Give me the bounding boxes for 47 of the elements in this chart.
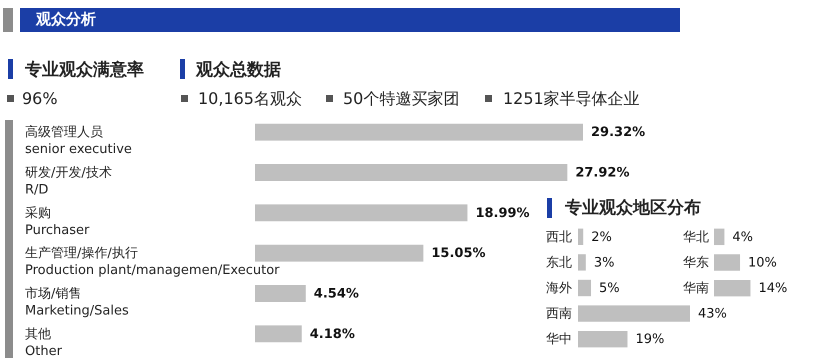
data-label: 29.32%	[591, 125, 646, 140]
data-label: 2%	[591, 230, 612, 245]
bar	[255, 244, 424, 262]
y-tick-label: 其他 Other	[25, 326, 63, 358]
y-tick-label: 生产管理/操作/执行 Production plant/managemen/Executor	[25, 246, 280, 278]
y-tick-label: 采购 Purchaser	[25, 206, 90, 238]
y-tick-label: 西北	[546, 230, 572, 245]
chart-title: 专业观众地区分布	[565, 197, 701, 219]
bar	[255, 124, 583, 141]
bar	[578, 331, 628, 348]
y-tick-label: 华中	[546, 332, 572, 348]
data-label: 5%	[599, 281, 620, 296]
text: 专业观众满意率	[25, 59, 144, 81]
y-tick-label: 高级管理人员 senior executive	[25, 124, 132, 158]
text: 96%	[22, 89, 58, 108]
text: 50个特邀买家团	[343, 89, 460, 110]
text: 10,165名观众	[198, 89, 302, 110]
data-label: 3%	[594, 255, 614, 270]
text: 观众分析	[36, 10, 96, 29]
y-tick-label: 海外	[546, 281, 572, 296]
data-label: 18.99%	[475, 206, 530, 221]
bar	[578, 228, 584, 245]
data-label: 10%	[748, 256, 777, 270]
text: 1251家半导体企业	[503, 89, 640, 110]
y-tick-label: 研发/开发/技术 R/D	[25, 166, 112, 198]
y-tick-label: 华南	[682, 281, 709, 296]
y-tick-label: 华东	[682, 256, 709, 270]
text: 观众总数据	[196, 59, 281, 81]
data-label: 43%	[698, 306, 727, 322]
y-tick-label: 东北	[546, 255, 572, 270]
bar	[255, 164, 568, 181]
data-label: 4%	[732, 230, 754, 245]
bar	[255, 285, 306, 302]
data-label: 14%	[758, 281, 788, 296]
data-label: 15.05%	[431, 246, 486, 262]
bar	[255, 325, 302, 342]
data-label: 4.18%	[310, 326, 355, 342]
y-tick-label: 华北	[682, 230, 709, 245]
bar	[578, 280, 592, 296]
bar	[578, 254, 586, 271]
data-label: 4.54%	[314, 286, 359, 302]
bar	[255, 204, 468, 222]
y-tick-label: 市场/销售 Marketing/Sales	[25, 286, 129, 318]
data-label: 19%	[635, 332, 664, 348]
y-tick-label: 西南	[546, 306, 572, 322]
data-label: 27.92%	[575, 166, 630, 180]
bar	[578, 305, 690, 322]
